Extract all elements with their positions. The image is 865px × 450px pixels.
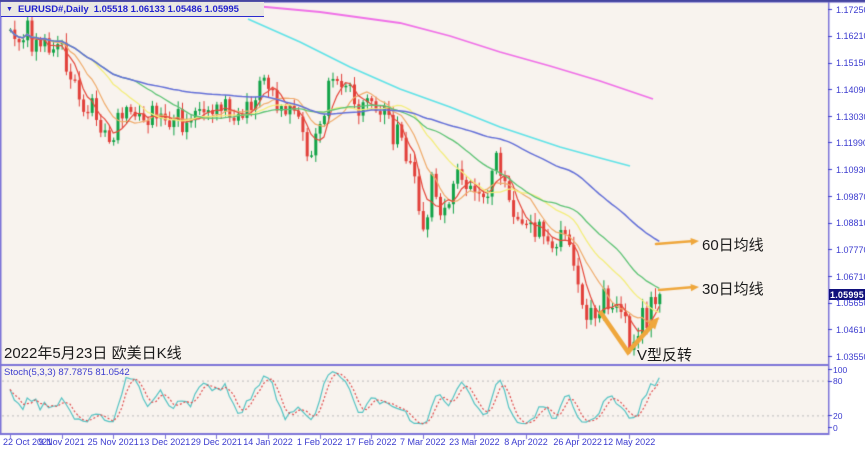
stoch-axis-tick-label: 20 (833, 410, 843, 421)
x-axis-date-label: 17 Feb 2022 (345, 437, 397, 447)
x-axis-date-label: 25 Nov 2021 (87, 437, 139, 447)
x-axis-date-label: 12 May 2022 (603, 437, 656, 447)
stoch-indicator-label: Stoch(5,3,3) 87.7875 81.0542 (4, 367, 130, 378)
chart-title-bar: ▼ EURUSD#,Daily 1.05518 1.06133 1.05486 … (1, 2, 264, 17)
ma30-annotation: 30日均线 (702, 281, 764, 298)
y-axis-tick-label: 1.10930 (836, 164, 865, 175)
chevron-down-icon[interactable]: ▼ (6, 5, 13, 13)
stoch-axis-tick-label: 80 (833, 376, 843, 387)
stoch-axis-tick-label: 100 (833, 364, 848, 375)
y-axis-tick-label: 1.17250 (836, 4, 865, 15)
x-axis-date-label: 29 Dec 2021 (190, 437, 242, 447)
y-axis-tick-label: 1.11990 (836, 137, 865, 148)
y-axis-tick-label: 1.05650 (836, 298, 865, 309)
x-axis-date-label: 13 Dec 2021 (139, 437, 191, 447)
x-axis-date-label: 26 Apr 2022 (553, 437, 602, 447)
chart-ohlc-values: 1.05518 1.06133 1.05486 1.05995 (93, 3, 239, 15)
y-axis-tick-label: 1.08810 (836, 218, 865, 229)
x-axis-date-label: 9 Nov 2021 (38, 437, 85, 447)
y-axis-tick-label: 1.07770 (836, 244, 865, 255)
y-axis-tick-label: 1.14090 (836, 84, 865, 95)
y-axis-tick-label: 1.04610 (836, 324, 865, 335)
y-axis-tick-label: 1.16210 (836, 31, 865, 42)
y-axis-tick-label: 1.13030 (836, 111, 865, 122)
y-axis-tick-label: 1.03550 (836, 351, 865, 362)
x-axis-date-label: 14 Jan 2022 (243, 437, 293, 447)
x-axis-date-label: 22 Oct 2021 (3, 437, 53, 447)
x-axis-date-label: 1 Feb 2022 (296, 437, 343, 447)
y-axis-tick-label: 1.06710 (836, 271, 865, 282)
y-axis-tick-label: 1.15150 (836, 58, 865, 69)
v-reversal-annotation: V型反转 (637, 347, 693, 364)
chart-symbol-period: EURUSD#,Daily (17, 3, 89, 15)
current-price-tag: 1.05995 (829, 289, 865, 300)
x-axis-date-label: 7 Mar 2022 (400, 437, 446, 447)
y-axis-tick-label: 1.09870 (836, 191, 865, 202)
x-axis-date-label: 23 Mar 2022 (449, 437, 500, 447)
ma60-annotation: 60日均线 (702, 237, 764, 254)
chart-date-note: 2022年5月23日 欧美日K线 (4, 345, 182, 362)
stoch-axis-tick-label: 0 (833, 422, 838, 433)
x-axis-date-label: 8 Apr 2022 (504, 437, 548, 447)
